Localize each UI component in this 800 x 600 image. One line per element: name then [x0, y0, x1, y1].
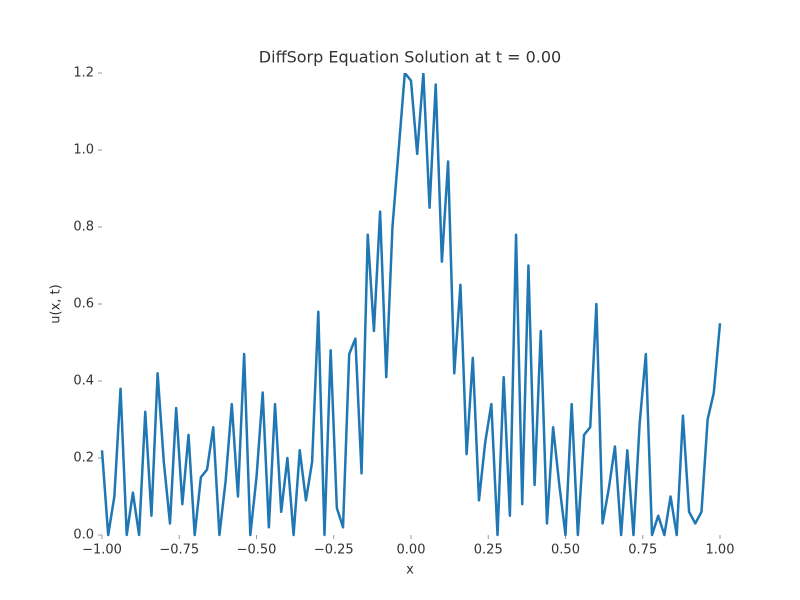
y-axis-label: u(x, t): [49, 284, 64, 323]
x-tick-label: 0.75: [628, 543, 657, 558]
x-tick-label: −1.00: [82, 543, 122, 558]
y-tick-label: 1.0: [73, 143, 94, 158]
data-line: [100, 73, 722, 537]
x-axis-label: x: [406, 563, 414, 578]
chart-title: DiffSorp Equation Solution at t = 0.00: [259, 48, 561, 67]
x-tick-label: 0.50: [551, 543, 580, 558]
x-tick-label: 0.25: [474, 543, 503, 558]
x-tick-label: 0.00: [397, 543, 426, 558]
y-tick-label: 1.2: [73, 66, 94, 81]
y-tick-label: 0.4: [73, 374, 94, 389]
y-tick-label: 0.8: [73, 220, 94, 235]
x-tick-label: −0.75: [159, 543, 199, 558]
y-tick-label: 0.0: [73, 528, 94, 543]
y-tick-label: 0.6: [73, 297, 94, 312]
x-tick-label: 1.00: [706, 543, 735, 558]
x-tick-label: −0.25: [314, 543, 354, 558]
x-tick-label: −0.50: [237, 543, 277, 558]
y-tick-label: 0.2: [73, 451, 94, 466]
